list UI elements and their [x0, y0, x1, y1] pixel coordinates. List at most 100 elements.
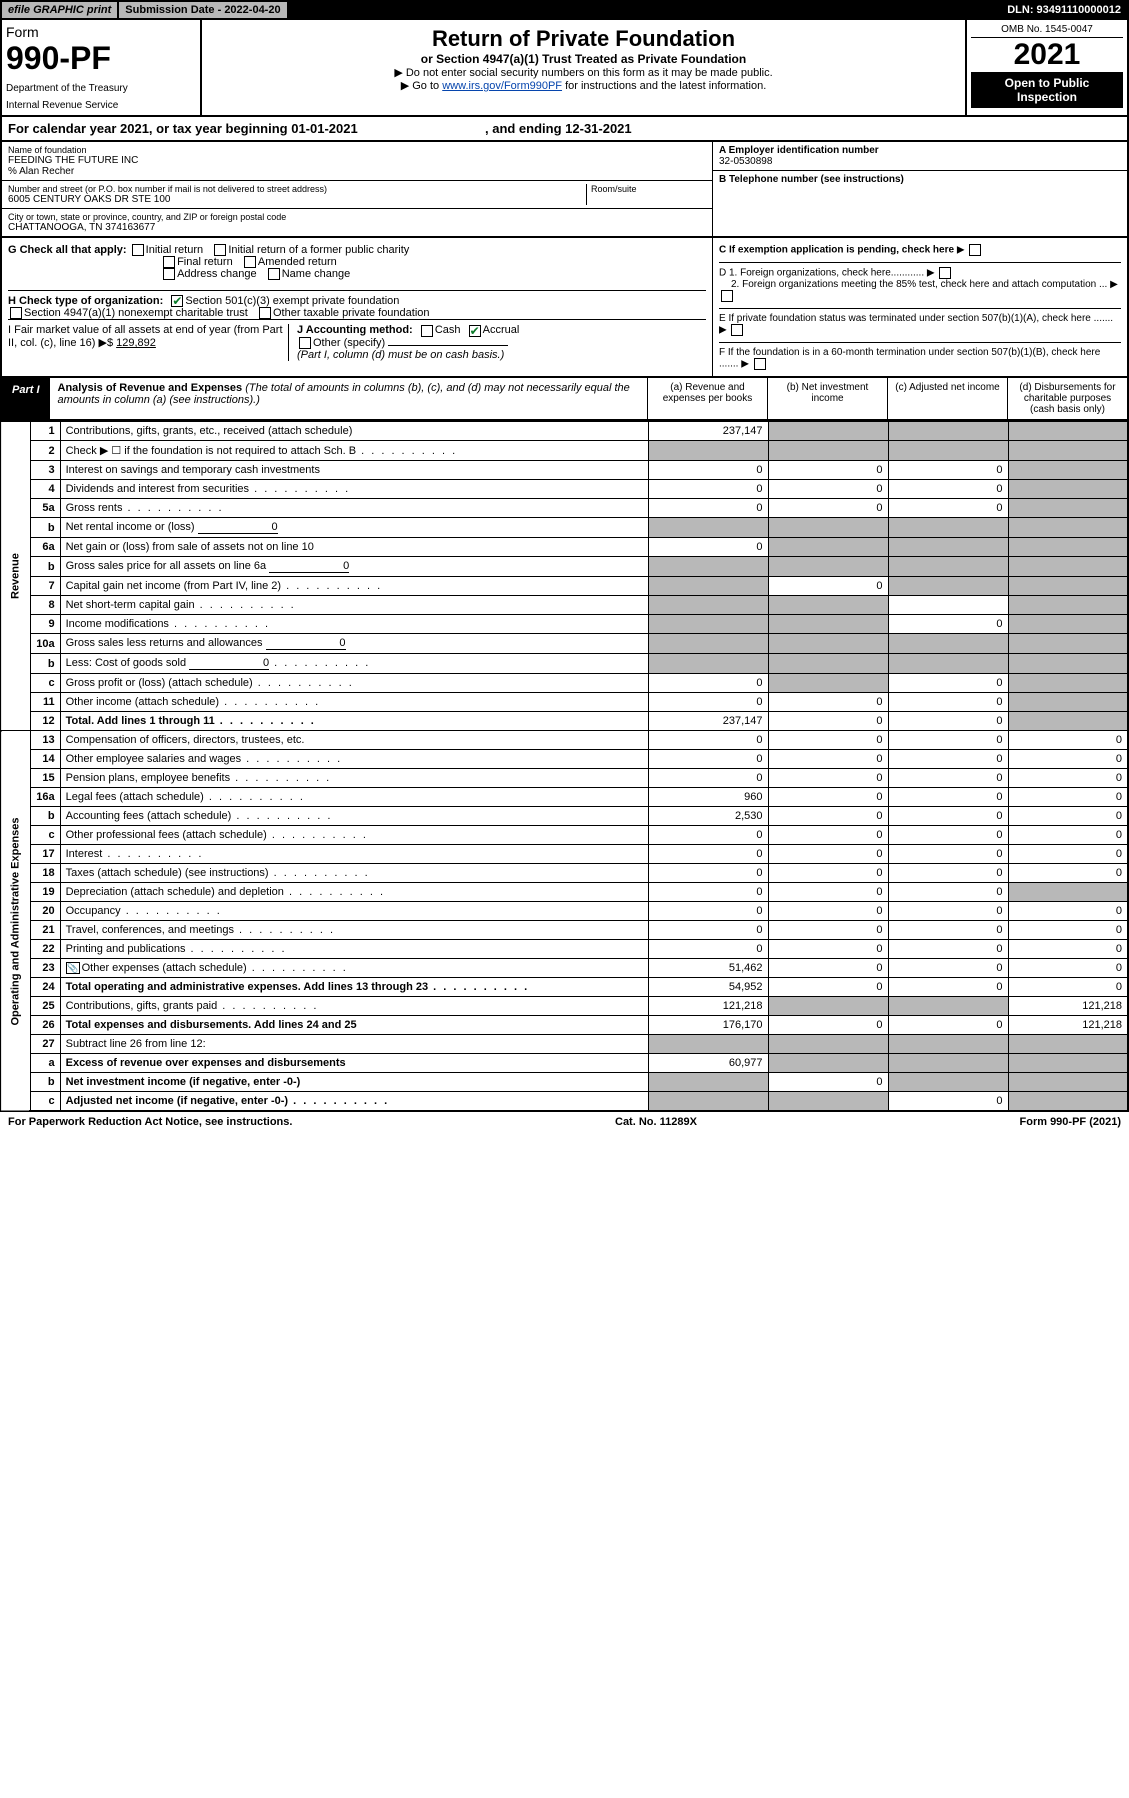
cell-value: 0 — [648, 674, 768, 693]
cell-value: 51,462 — [648, 959, 768, 978]
line-number: 22 — [30, 940, 60, 959]
line-number: c — [30, 1092, 60, 1112]
cell-value — [648, 654, 768, 674]
cb-initial-former[interactable] — [214, 244, 226, 256]
opt-501c3: Section 501(c)(3) exempt private foundat… — [185, 295, 399, 307]
cb-exemption[interactable] — [969, 244, 981, 256]
line-description: Income modifications — [60, 615, 648, 634]
table-row: aExcess of revenue over expenses and dis… — [1, 1054, 1128, 1073]
table-row: 25Contributions, gifts, grants paid121,2… — [1, 997, 1128, 1016]
cell-value — [1008, 480, 1128, 499]
table-row: 9Income modifications0 — [1, 615, 1128, 634]
open-public: Open to Public Inspection — [971, 72, 1123, 108]
city: CHATTANOOGA, TN 374163677 — [8, 222, 706, 233]
cb-initial-return[interactable] — [132, 244, 144, 256]
line-description: Total operating and administrative expen… — [60, 978, 648, 997]
line-number: 8 — [30, 596, 60, 615]
cell-value — [648, 634, 768, 654]
cell-value: 0 — [768, 499, 888, 518]
cell-value: 0 — [768, 731, 888, 750]
top-bar: efile GRAPHIC print Submission Date - 20… — [0, 0, 1129, 20]
line-description: Less: Cost of goods sold 0 — [60, 654, 648, 674]
cb-amended[interactable] — [244, 256, 256, 268]
line-description: Adjusted net income (if negative, enter … — [60, 1092, 648, 1112]
cell-value: 0 — [648, 750, 768, 769]
cell-value — [1008, 1054, 1128, 1073]
cell-value — [1008, 461, 1128, 480]
cell-value — [768, 997, 888, 1016]
opt-initial: Initial return — [146, 244, 203, 256]
cell-value: 0 — [1008, 788, 1128, 807]
line-description: Total expenses and disbursements. Add li… — [60, 1016, 648, 1035]
table-row: 15Pension plans, employee benefits0000 — [1, 769, 1128, 788]
note1: ▶ Do not enter social security numbers o… — [208, 66, 959, 79]
ein: 32-0530898 — [719, 156, 1121, 167]
cell-value — [768, 422, 888, 441]
cell-value: 0 — [768, 788, 888, 807]
opt-4947: Section 4947(a)(1) nonexempt charitable … — [24, 307, 248, 319]
line-number: 16a — [30, 788, 60, 807]
cell-value — [768, 538, 888, 557]
submission-date: Submission Date - 2022-04-20 — [119, 2, 288, 18]
line-description: Travel, conferences, and meetings — [60, 921, 648, 940]
cell-value — [888, 1035, 1008, 1054]
cell-value: 121,218 — [1008, 997, 1128, 1016]
form-link[interactable]: www.irs.gov/Form990PF — [442, 80, 562, 92]
cb-other-tax[interactable] — [259, 307, 271, 319]
table-row: 21Travel, conferences, and meetings0000 — [1, 921, 1128, 940]
cb-501c3[interactable] — [171, 295, 183, 307]
cb-terminated[interactable] — [731, 324, 743, 336]
cell-value: 0 — [888, 499, 1008, 518]
address: 6005 CENTURY OAKS DR STE 100 — [8, 194, 586, 205]
cb-85pct[interactable] — [721, 290, 733, 302]
cell-value — [1008, 557, 1128, 577]
cb-cash[interactable] — [421, 325, 433, 337]
line-description: Other professional fees (attach schedule… — [60, 826, 648, 845]
line-number: 9 — [30, 615, 60, 634]
table-row: 8Net short-term capital gain — [1, 596, 1128, 615]
cb-name[interactable] — [268, 268, 280, 280]
room-label: Room/suite — [591, 184, 706, 194]
table-row: bAccounting fees (attach schedule)2,5300… — [1, 807, 1128, 826]
cb-address[interactable] — [163, 268, 175, 280]
dept: Department of the Treasury — [6, 83, 196, 94]
line-number: a — [30, 1054, 60, 1073]
line-description: Contributions, gifts, grants paid — [60, 997, 648, 1016]
cell-value — [1008, 441, 1128, 461]
opt-address: Address change — [177, 268, 257, 280]
page-footer: For Paperwork Reduction Act Notice, see … — [0, 1112, 1129, 1132]
cell-value: 0 — [888, 807, 1008, 826]
cell-value: 0 — [1008, 807, 1128, 826]
cell-value: 237,147 — [648, 712, 768, 731]
cell-value: 0 — [768, 902, 888, 921]
cb-other-method[interactable] — [299, 337, 311, 349]
cb-accrual[interactable] — [469, 325, 481, 337]
cb-60month[interactable] — [754, 358, 766, 370]
attachment-icon[interactable]: 📎 — [66, 962, 80, 974]
line-description: Interest on savings and temporary cash i… — [60, 461, 648, 480]
cell-value: 0 — [768, 940, 888, 959]
cb-final[interactable] — [163, 256, 175, 268]
footer-left: For Paperwork Reduction Act Notice, see … — [8, 1116, 292, 1128]
cell-value — [648, 1035, 768, 1054]
cell-value: 0 — [648, 883, 768, 902]
form-title: Return of Private Foundation — [208, 26, 959, 52]
cell-value: 0 — [888, 1092, 1008, 1112]
table-row: bNet investment income (if negative, ent… — [1, 1073, 1128, 1092]
opt-other-tax: Other taxable private foundation — [273, 307, 430, 319]
care-of: % Alan Recher — [8, 166, 706, 177]
phone-label: B Telephone number (see instructions) — [719, 174, 1121, 185]
line-description: Accounting fees (attach schedule) — [60, 807, 648, 826]
cell-value — [648, 1092, 768, 1112]
cell-value: 0 — [768, 978, 888, 997]
table-row: bLess: Cost of goods sold 0 — [1, 654, 1128, 674]
cell-value: 0 — [648, 461, 768, 480]
cb-foreign[interactable] — [939, 267, 951, 279]
line-number: 14 — [30, 750, 60, 769]
line-number: 15 — [30, 769, 60, 788]
cell-value — [648, 1073, 768, 1092]
cb-4947[interactable] — [10, 307, 22, 319]
line-description: Net short-term capital gain — [60, 596, 648, 615]
cell-value: 0 — [1008, 731, 1128, 750]
cell-value — [888, 518, 1008, 538]
